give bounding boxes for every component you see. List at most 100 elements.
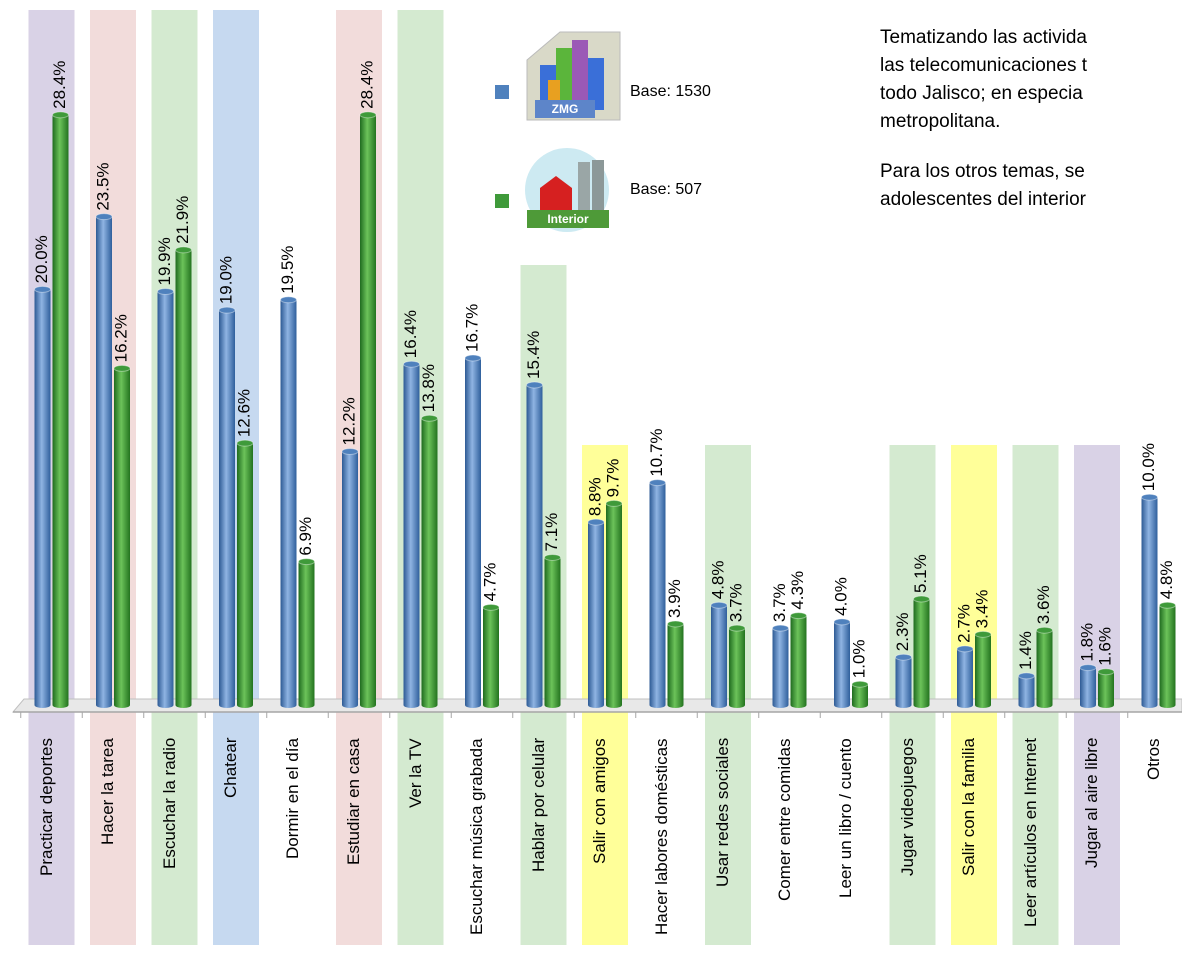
- bar-base: [772, 702, 789, 708]
- value-label: 19.5%: [278, 246, 297, 294]
- text-line: las telecomunicaciones t: [880, 55, 1087, 76]
- bar-base: [114, 702, 130, 708]
- value-label: 12.6%: [234, 389, 253, 437]
- bar: [526, 384, 543, 705]
- text-line: Tematizando las activida: [880, 27, 1087, 48]
- icon-building: [588, 58, 604, 110]
- value-label: 3.4%: [972, 590, 991, 629]
- bar-cap: [587, 518, 605, 526]
- x-tick-label: Estudiar en casa: [344, 738, 364, 865]
- icon-building: [572, 40, 588, 110]
- bar: [52, 114, 69, 705]
- bar: [852, 684, 868, 705]
- bar: [157, 291, 174, 705]
- bar-base: [544, 702, 561, 708]
- x-tick-label: Hacer la tarea: [98, 738, 118, 845]
- bar-cap: [280, 296, 297, 304]
- bar: [772, 628, 789, 705]
- bar-base: [1098, 702, 1114, 708]
- bar-cap: [956, 645, 974, 653]
- bar: [114, 368, 130, 705]
- bar: [1141, 497, 1158, 705]
- icon-ground: [527, 210, 609, 228]
- value-label: 4.7%: [480, 563, 499, 602]
- bar-base: [606, 702, 622, 708]
- bar-cap: [728, 624, 746, 632]
- bar-cap: [359, 111, 377, 119]
- value-label: 13.8%: [419, 364, 438, 412]
- bar-base: [975, 702, 991, 708]
- bar-base: [790, 702, 807, 708]
- x-tick-label: Leer un libro / cuento: [836, 738, 856, 898]
- value-label: 9.7%: [603, 459, 622, 498]
- text-panel: Tematizando las activida las telecomunica…: [880, 24, 1182, 236]
- text-line: todo Jalisco; en especia: [880, 83, 1083, 104]
- value-label: 1.0%: [849, 639, 868, 678]
- value-label: 19.9%: [155, 237, 174, 285]
- value-label: 16.7%: [462, 304, 481, 352]
- value-label: 2.7%: [954, 604, 973, 643]
- x-tick-label: Jugar al aire libre: [1082, 738, 1102, 869]
- value-label: 1.8%: [1077, 623, 1096, 662]
- bar: [711, 605, 727, 705]
- value-label: 28.4%: [357, 61, 376, 109]
- bar: [360, 114, 376, 705]
- value-label: 5.1%: [911, 554, 930, 593]
- x-tick-label: Salir con la familia: [959, 738, 979, 876]
- bar-cap: [1018, 672, 1035, 680]
- bar-base: [526, 702, 543, 708]
- bar: [895, 657, 912, 705]
- value-label: 16.4%: [401, 310, 420, 358]
- bar-cap: [772, 624, 789, 632]
- bar-base: [360, 702, 376, 708]
- bar-cap: [464, 354, 482, 362]
- bar-cap: [236, 439, 254, 447]
- x-tick-label: Ver la TV: [405, 738, 425, 808]
- bar-cap: [175, 246, 192, 254]
- bar-cap: [34, 285, 51, 293]
- bar: [1080, 667, 1096, 705]
- value-label: 4.0%: [831, 577, 850, 616]
- bar-cap: [1141, 493, 1158, 501]
- value-label: 19.0%: [216, 256, 235, 304]
- bar-base: [895, 702, 912, 708]
- x-tick-label: Chatear: [221, 738, 241, 799]
- bar-cap: [649, 479, 666, 487]
- bar: [96, 216, 112, 706]
- bar-base: [421, 702, 438, 708]
- bar-cap: [1159, 601, 1176, 609]
- bar: [667, 623, 684, 705]
- x-tick-label: Escuchar música grabada: [467, 738, 487, 935]
- bar: [834, 621, 850, 705]
- bar: [34, 289, 51, 705]
- value-label: 1.6%: [1095, 627, 1114, 666]
- bar: [649, 482, 666, 705]
- bar-base: [957, 702, 973, 708]
- bar: [421, 418, 438, 705]
- bar-cap: [790, 612, 807, 620]
- bar-cap: [218, 306, 236, 314]
- text-line: metropolitana.: [880, 111, 1001, 132]
- value-label: 7.1%: [542, 513, 561, 552]
- icon-barn: [540, 176, 572, 212]
- legend-swatch: [495, 194, 509, 208]
- bar-cap: [298, 558, 315, 566]
- bar-cap: [667, 620, 684, 628]
- bar-base: [157, 702, 174, 708]
- x-tick-label: Hablar por celular: [528, 738, 548, 873]
- bar-cap: [482, 603, 500, 611]
- value-label: 8.8%: [585, 477, 604, 516]
- bar-base: [852, 702, 868, 708]
- value-label: 1.4%: [1016, 631, 1035, 670]
- bar: [175, 249, 192, 705]
- legend-label: Base: 1530: [630, 83, 711, 100]
- x-tick-label: Salir con amigos: [590, 738, 610, 864]
- paragraph: Tematizando las activida las telecomunica…: [880, 24, 1182, 136]
- bar-cap: [526, 381, 543, 389]
- legend-icon-label: Interior: [547, 212, 589, 226]
- bar-cap: [113, 364, 131, 372]
- legend-label: Base: 507: [630, 181, 702, 198]
- bar: [237, 443, 253, 705]
- bar: [280, 299, 297, 705]
